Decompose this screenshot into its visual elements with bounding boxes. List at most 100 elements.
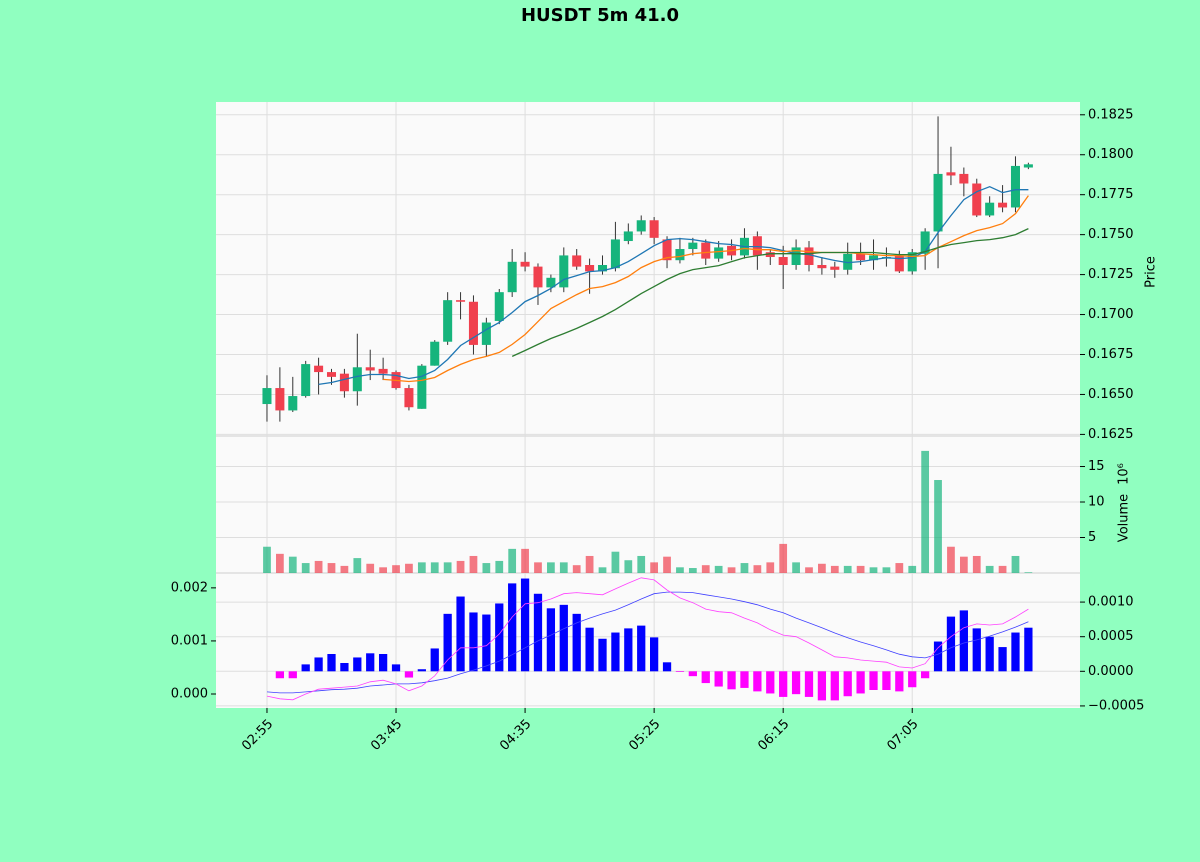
volume-bar [908, 565, 917, 573]
volume-bar [740, 563, 749, 573]
macd-bar [288, 671, 297, 679]
macd-bar [327, 654, 336, 672]
candle-body [520, 261, 530, 267]
moving-average [383, 195, 1029, 383]
chart-title: HUSDT 5m 41.0 [521, 5, 679, 26]
macd-bar [611, 632, 620, 672]
y-axis-label: Price [1144, 256, 1159, 288]
macd-bar [624, 628, 633, 672]
macd-bar [1024, 627, 1033, 672]
macd-bar [301, 664, 310, 672]
y-tick-label: −0.0005 [1088, 698, 1144, 713]
moving-average [511, 228, 1029, 357]
volume-bar [495, 560, 504, 573]
candle-body [559, 255, 569, 288]
volume-bar [392, 565, 400, 573]
macd-bar [895, 671, 904, 692]
candle-body [468, 301, 478, 345]
macd-bar [340, 663, 349, 672]
candle-body [636, 220, 646, 232]
volume-bar [650, 562, 659, 573]
volume-bar [417, 562, 426, 573]
volume-bar [379, 567, 387, 573]
candle-body [1010, 165, 1020, 208]
volume-bar [534, 562, 542, 573]
macd-bar [430, 648, 439, 672]
macd-bar [817, 671, 827, 701]
macd-bar [856, 671, 865, 694]
macd-bar [443, 613, 452, 672]
macd-bar [275, 671, 285, 679]
macd-line [266, 577, 1029, 701]
volume-bar [559, 562, 568, 573]
candle-body [714, 247, 724, 259]
y-tick-label: 0.1625 [1088, 427, 1134, 442]
candle-body [675, 249, 685, 261]
candle-body [610, 239, 620, 269]
volume-bar [598, 567, 607, 573]
y-tick-label: 0.001 [171, 633, 208, 648]
macd-bar [469, 612, 478, 672]
candle-body [326, 372, 337, 377]
candle-body [946, 172, 956, 176]
macd-bar [843, 671, 852, 697]
candle-body [817, 265, 827, 269]
candle-body [288, 396, 298, 411]
macd-bar [456, 596, 465, 672]
candle-body [972, 183, 982, 216]
candle-body [752, 236, 762, 256]
y-tick-label: 0.1800 [1088, 147, 1134, 162]
candle-body [662, 239, 672, 261]
y-tick-label: 0.1700 [1088, 307, 1134, 322]
macd-bar [546, 608, 556, 672]
macd-bar [779, 671, 788, 697]
volume-bar [1024, 572, 1033, 573]
volume-bar [456, 560, 465, 573]
y-tick-label: 10 [1088, 495, 1105, 510]
macd-bar [766, 671, 775, 694]
volume-bar [882, 567, 891, 573]
candle-body [985, 202, 995, 216]
macd-line [266, 591, 1029, 694]
candle-body [856, 253, 866, 261]
volume-bar [959, 556, 968, 573]
candle-body [959, 173, 969, 184]
volume-bar [753, 565, 762, 573]
candle-body [546, 277, 556, 288]
macd-bar [662, 662, 672, 672]
candle-body [417, 365, 427, 409]
candle-body [339, 373, 349, 392]
macd-bar [791, 671, 801, 695]
volume-bar [869, 567, 878, 573]
candle-body [481, 322, 491, 345]
macd-bar [572, 613, 581, 672]
candle-body [623, 231, 633, 242]
candle-body [701, 242, 711, 259]
volume-bar [469, 555, 478, 573]
macd-bar [688, 671, 697, 677]
volume-bar [818, 563, 826, 573]
y-tick-label: 0.1650 [1088, 387, 1134, 402]
volume-bar [934, 480, 942, 573]
volume-bar [276, 553, 284, 573]
y-tick-label: 0.1775 [1088, 187, 1134, 202]
volume-bar [921, 450, 930, 573]
volume-axis-label: Volume [1117, 494, 1132, 542]
volume-bar [830, 565, 839, 573]
moving-average [318, 185, 1029, 386]
volume-bar [972, 555, 981, 573]
candle-body [869, 255, 879, 261]
macd-bar [998, 647, 1007, 672]
volume-bar [856, 565, 865, 573]
candle-body [262, 388, 272, 405]
candle-body [533, 266, 543, 288]
volume-bar [405, 563, 413, 573]
macd-bar [959, 610, 968, 672]
candle-body [378, 368, 388, 374]
volume-bar [985, 565, 994, 573]
candle-body [430, 341, 440, 366]
volume-bar [353, 558, 362, 573]
macd-bar [391, 664, 401, 672]
